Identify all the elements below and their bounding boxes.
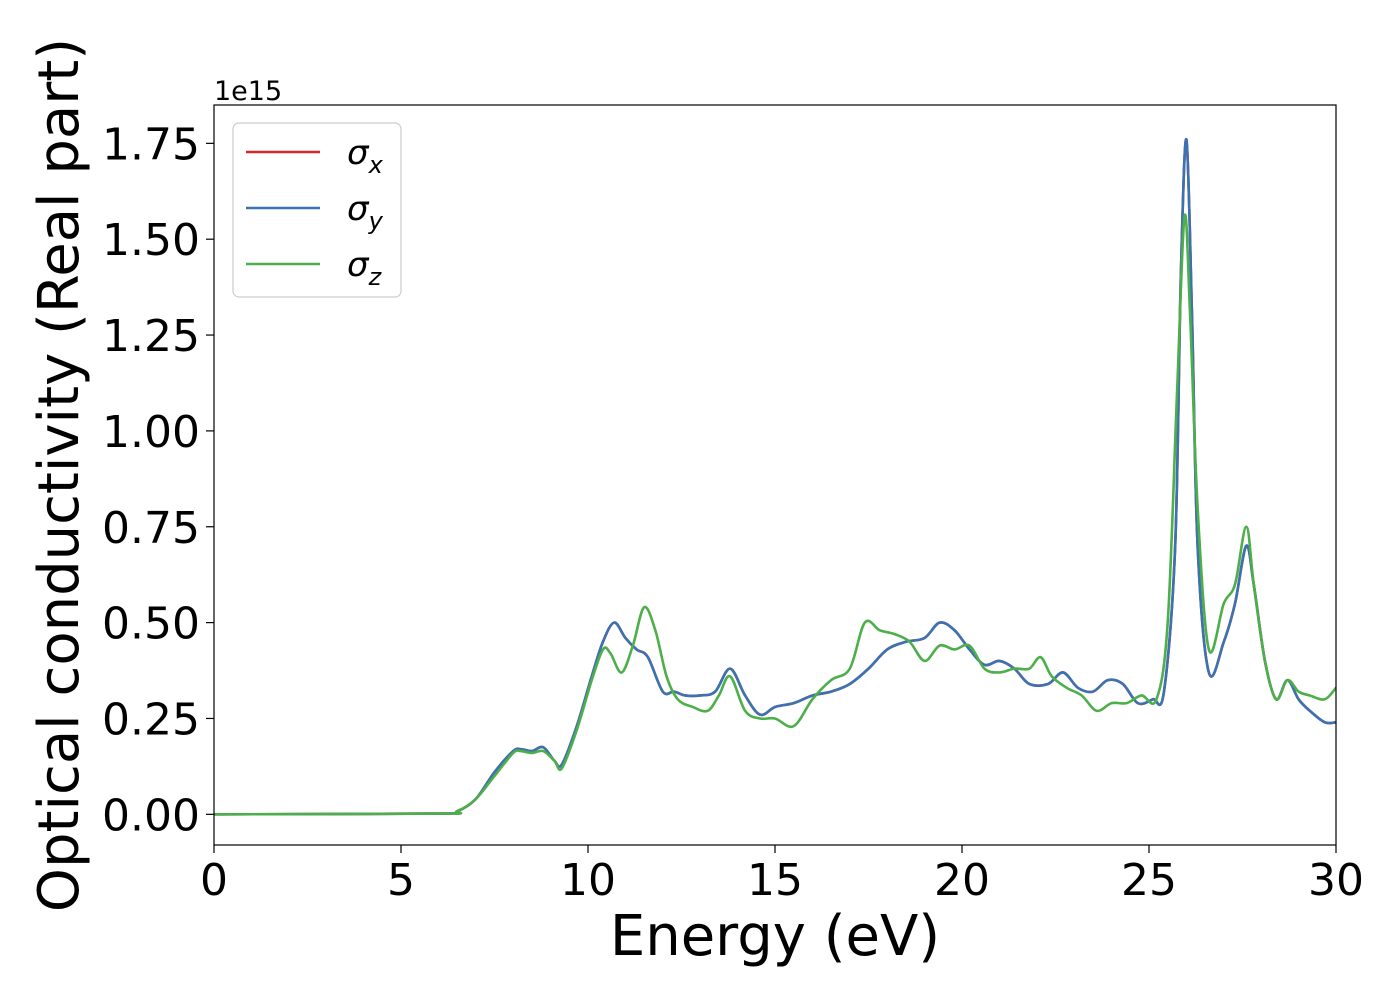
x-axis-label: Energy (eV)	[610, 904, 940, 969]
y-offset-label: 1e15	[214, 76, 282, 107]
x-tick-label: 30	[1308, 855, 1364, 906]
y-axis: 0.00 0.25 0.50 0.75 1.00 1.25 1.50 1.75	[102, 119, 214, 841]
y-tick-label: 1.00	[102, 407, 200, 458]
y-tick-label: 0.75	[102, 503, 200, 554]
y-tick-label: 1.50	[102, 215, 200, 266]
y-tick-label: 0.50	[102, 599, 200, 650]
x-tick-label: 25	[1121, 855, 1177, 906]
series-line-z	[214, 213, 1336, 816]
x-tick-label: 15	[747, 855, 803, 906]
y-tick-label: 1.25	[102, 311, 200, 362]
legend-label-x: σx	[347, 133, 384, 179]
x-tick-label: 0	[200, 855, 228, 906]
x-tick-label: 10	[560, 855, 616, 906]
y-tick-label: 0.25	[102, 694, 200, 745]
x-axis: 0 5 10 15 20 25 30	[200, 845, 1364, 906]
series-layer	[214, 138, 1336, 816]
legend-box	[232, 122, 402, 298]
y-tick-label: 1.75	[102, 119, 200, 170]
y-axis-label: Optical conductivity (Real part)	[27, 38, 92, 912]
x-tick-label: 5	[387, 855, 415, 906]
y-tick-label: 0.00	[102, 790, 200, 841]
legend-label-y: σy	[347, 189, 384, 235]
x-tick-label: 20	[934, 855, 990, 906]
